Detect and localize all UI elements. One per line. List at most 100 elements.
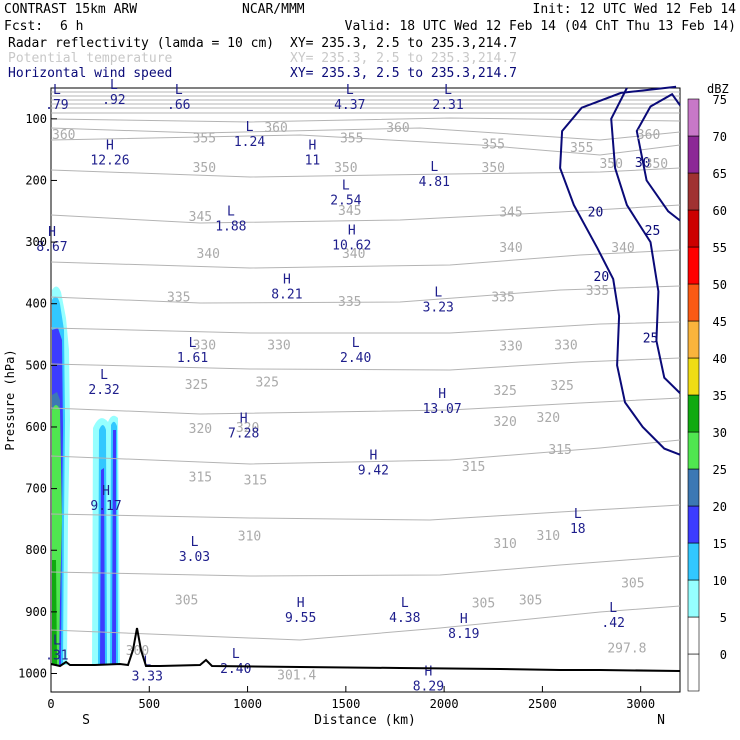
colorbar-label: 5 — [720, 611, 727, 625]
header-fcst-label: Fcst: — [4, 19, 43, 34]
extremum-value: 3.33 — [132, 669, 163, 684]
colorbar-label: 25 — [713, 463, 727, 477]
wind-speed-contours: 30 20 25 20 25 — [559, 85, 681, 456]
extremum-marker: H — [283, 272, 291, 287]
extremum-marker: H — [309, 139, 317, 154]
y-tick-label: 300 — [25, 235, 47, 249]
wind-label: 25 — [645, 224, 661, 239]
extremum-value: .79 — [45, 98, 68, 113]
extremum-marker: H — [348, 224, 356, 239]
colorbar-swatch — [687, 357, 700, 396]
theta-label: 360 — [637, 128, 660, 143]
extremum-value: 7.28 — [228, 427, 259, 442]
extremum-value: 10.62 — [332, 239, 371, 254]
colorbar-label: 50 — [713, 278, 727, 292]
theta-line — [50, 555, 681, 577]
x-tick-label: 2000 — [430, 697, 459, 711]
y-tick-label: 900 — [25, 605, 47, 619]
theta-label: 345 — [189, 210, 212, 225]
theta-label: 360 — [264, 121, 287, 136]
extremum-marker: L — [609, 601, 617, 616]
theta-label: 345 — [338, 204, 361, 219]
colorbar-swatch — [687, 505, 700, 544]
x-axis-right-label: N — [657, 713, 665, 728]
plot-frame — [50, 87, 681, 693]
extremum-marker: L — [143, 654, 151, 669]
x-tick-label: 1000 — [233, 697, 262, 711]
theta-label: 310 — [493, 537, 516, 552]
x-tick-label: 3000 — [626, 697, 655, 711]
theta-label: 310 — [238, 529, 261, 544]
extremum-marker: L — [100, 368, 108, 383]
x-tick-label: 500 — [138, 697, 160, 711]
extremum-marker: L — [53, 634, 61, 649]
extremum-marker: H — [240, 412, 248, 427]
extremum-marker: L — [444, 83, 452, 98]
theta-label: 297.8 — [607, 642, 646, 657]
extremum-value: 9.42 — [358, 464, 389, 479]
theta-label: 330 — [554, 338, 577, 353]
extremum-value: 8.19 — [448, 627, 479, 642]
theta-label: 320 — [189, 422, 212, 437]
extremum-value: 1.24 — [234, 135, 265, 150]
theta-line — [50, 357, 681, 371]
theta-label: 330 — [193, 338, 216, 353]
colorbar-swatch — [687, 394, 700, 433]
extremum-value: 4.81 — [419, 175, 450, 190]
reflectivity-shading — [52, 286, 120, 665]
header-valid: Valid: 18 UTC Wed 12 Feb 14 (04 ChT Thu … — [345, 19, 736, 34]
axes: 0 500 1000 1500 2000 2500 3000 100 200 300 400 500 6… — [18, 112, 655, 711]
extremum-value: 1.88 — [215, 220, 246, 235]
colorbar-swatch — [687, 135, 700, 174]
theta-contours — [50, 91, 681, 641]
colorbar-label: 65 — [713, 167, 727, 181]
extremum-marker: H — [297, 596, 305, 611]
theta-line — [50, 397, 681, 415]
y-tick-label: 700 — [25, 482, 47, 496]
theta-line — [50, 249, 681, 269]
y-tick-label: 200 — [25, 173, 47, 187]
colorbar-swatch — [687, 431, 700, 470]
extremum-marker: L — [246, 120, 254, 135]
extremum-value: .31 — [45, 649, 68, 664]
extremum-value: 9.17 — [90, 499, 121, 514]
extremum-value: 3.23 — [423, 300, 454, 315]
theta-label: 320 — [236, 421, 259, 436]
extremum-marker: L — [53, 83, 61, 98]
colorbar-swatch — [687, 209, 700, 248]
colorbar-swatch — [687, 283, 700, 322]
theta-label: 360 — [52, 128, 75, 143]
colorbar-swatch — [687, 172, 700, 211]
colorbar-swatch — [687, 653, 700, 692]
theta-label: 350 — [599, 157, 622, 172]
extremum-marker: H — [48, 225, 56, 240]
extremum-marker: L — [574, 507, 582, 522]
extremum-marker: H — [460, 612, 468, 627]
theta-line — [50, 117, 681, 123]
extremum-marker: L — [430, 160, 438, 175]
x-tick-label: 0 — [47, 697, 54, 711]
extremum-marker: L — [227, 205, 235, 220]
field-xy-3: XY= 235.3, 2.5 to 235.3,214.7 — [290, 66, 517, 81]
theta-label: 320 — [493, 415, 516, 430]
extremum-marker: H — [369, 449, 377, 464]
extremum-marker: L — [342, 179, 350, 194]
colorbar-label: 15 — [713, 537, 727, 551]
theta-line — [50, 285, 681, 304]
extremum-value: 2.40 — [340, 351, 371, 366]
theta-label: 325 — [550, 379, 573, 394]
extremum-value: 8.29 — [413, 679, 444, 694]
theta-label: 340 — [611, 241, 634, 256]
theta-label: 355 — [340, 131, 363, 146]
field-title-3: Horizontal wind speed — [8, 66, 172, 81]
extremum-marker: L — [434, 285, 442, 300]
header-init: Init: 12 UTC Wed 12 Feb 14 — [533, 2, 737, 17]
extremum-value: 1.61 — [177, 351, 208, 366]
theta-line — [50, 605, 681, 641]
colorbar-label: 40 — [713, 352, 727, 366]
extremum-value: 4.38 — [389, 611, 420, 626]
colorbar: dBZ 0 5 10 15 20 25 30 35 40 45 50 55 60 65 70 75 — [687, 82, 729, 692]
colorbar-label: 55 — [713, 241, 727, 255]
